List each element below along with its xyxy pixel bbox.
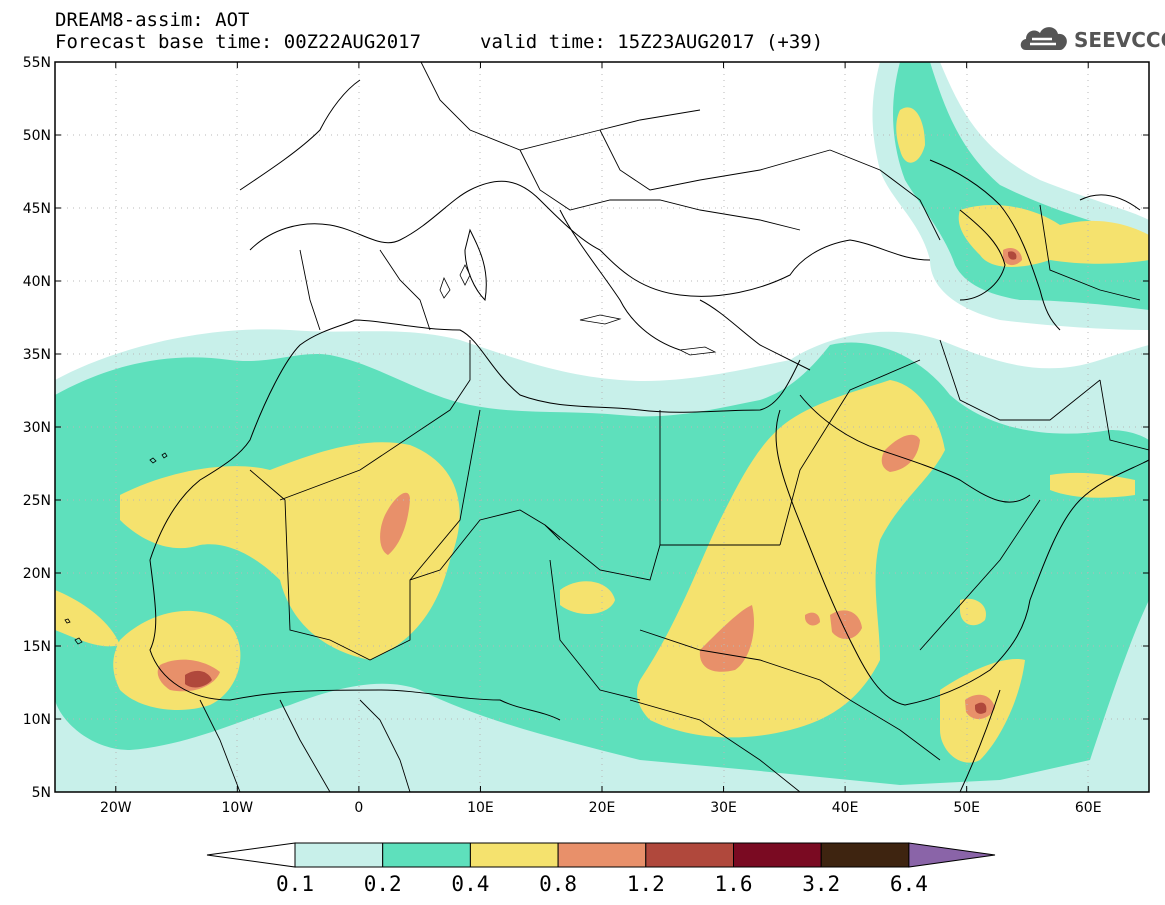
colorbar-swatch [557, 842, 647, 868]
colorbar-label: 1.2 [627, 872, 665, 896]
colorbar-label: 1.6 [715, 872, 753, 896]
lon-tick-label: 40E [832, 800, 859, 816]
coastlines [149, 79, 1149, 792]
lon-tick-label: 20E [589, 800, 616, 816]
lat-tick-label: 35N [23, 347, 51, 363]
lon-tick-label: 10W [221, 800, 253, 816]
lon-tick-label: 20W [100, 800, 132, 816]
colorbar-swatch [382, 842, 471, 868]
lat-tick-label: 15N [23, 639, 51, 655]
seevccc-logo: SEEVCCC [1018, 22, 1165, 56]
lat-tick-label: 55N [23, 55, 51, 71]
colorbar-label: 3.2 [802, 872, 840, 896]
lon-tick-label: 50E [953, 800, 980, 816]
lon-tick-label: 30E [710, 800, 737, 816]
lat-tick-label: 10N [23, 712, 51, 728]
lon-tick-label: 60E [1075, 800, 1102, 816]
aot-fields [55, 62, 1149, 792]
country-borders [199, 62, 1149, 792]
lat-tick-label: 50N [23, 128, 51, 144]
colorbar-swatch [820, 842, 910, 868]
aot-contour-1.2 [185, 251, 1017, 714]
longitude-axis: 20W 10W 0 10E 20E 30E 40E 50E 60E [100, 62, 1102, 816]
colorbar-swatch [733, 842, 822, 868]
colorbar: 0.1 0.2 0.4 0.8 1.2 1.6 3.2 6.4 [206, 842, 996, 896]
lat-tick-label: 45N [23, 201, 51, 217]
colorbar-label: 6.4 [890, 872, 928, 896]
colorbar-label: 0.4 [451, 872, 489, 896]
logo-text: SEEVCCC [1074, 28, 1165, 52]
valid-time-text: valid time: 15Z23AUG2017 (+39) [480, 31, 824, 53]
lat-tick-label: 40N [23, 274, 51, 290]
lat-tick-label: 25N [23, 493, 51, 509]
latitude-axis: 55N 50N 45N 40N 35N 30N 25N 20N 15N 10N 5N [23, 55, 1149, 801]
colorbar-under-arrow [206, 842, 296, 868]
colorbar-label: 0.8 [539, 872, 577, 896]
colorbar-over-arrow [908, 842, 996, 868]
cloud-icon [1020, 27, 1067, 50]
islands [64, 264, 717, 645]
lon-tick-label: 10E [467, 800, 494, 816]
colorbar-swatch [645, 842, 734, 868]
lon-tick-label: 0 [354, 800, 363, 816]
lat-tick-label: 20N [23, 566, 51, 582]
forecast-base-time: Forecast base time: 00Z22AUG2017 valid ti… [55, 31, 823, 53]
map-title: DREAM8-assim: AOT [55, 9, 250, 31]
colorbar-label: 0.1 [276, 872, 314, 896]
base-time-text: Forecast base time: 00Z22AUG2017 [55, 31, 422, 53]
colorbar-label: 0.2 [364, 872, 402, 896]
colorbar-swatch [294, 842, 384, 868]
lat-tick-label: 30N [23, 420, 51, 436]
colorbar-swatch [469, 842, 559, 868]
lat-tick-label: 5N [32, 785, 51, 801]
